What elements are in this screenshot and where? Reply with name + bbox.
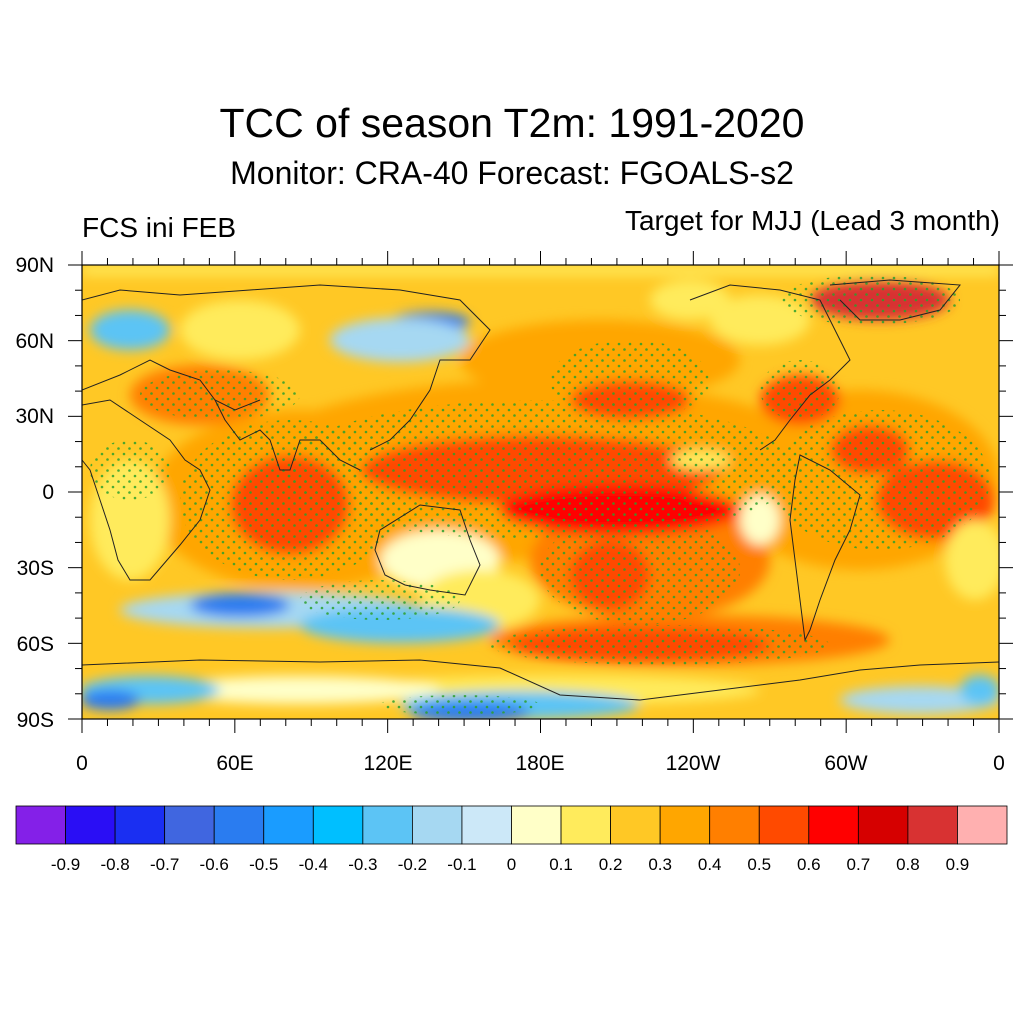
colorbar-label: -0.1 (447, 855, 476, 874)
colorbar-label: 0.6 (797, 855, 821, 874)
lat-label-30n: 30N (15, 405, 54, 428)
colorbar-label: -0.6 (200, 855, 229, 874)
mediterranean-outline (82, 359, 261, 411)
colorbar-swatch (857, 805, 909, 845)
colorbar-label: 0.1 (549, 855, 573, 874)
colorbar-label: 0 (507, 855, 516, 874)
colorbar-swatch (709, 805, 760, 845)
colorbar-swatch (411, 805, 463, 845)
colorbar-swatch (65, 805, 116, 845)
colorbar-label: 0.9 (946, 855, 970, 874)
colorbar-label: 0.5 (747, 855, 771, 874)
colorbar-label: 0.8 (896, 855, 920, 874)
axis-ticks (68, 251, 1013, 733)
colorbar-swatch (659, 805, 711, 845)
colorbar-label: -0.2 (398, 855, 427, 874)
lon-label-180e: 180E (515, 752, 564, 775)
colorbar-label: 0.4 (698, 855, 722, 874)
lat-label-eq: 0 (42, 481, 54, 504)
colorbar-labels: -0.9 -0.8 -0.7 -0.6 -0.5 -0.4 -0.3 -0.2 -0.1 0 0.1… (51, 855, 969, 874)
lat-labels: 90N 60N 30N 0 30S 60S 90S (15, 254, 54, 732)
colorbar (15, 805, 1008, 845)
lon-label-120e: 120E (363, 752, 412, 775)
colorbar-swatch (461, 805, 512, 845)
colorbar-label: 0.3 (648, 855, 672, 874)
colorbar-swatch (312, 805, 364, 845)
colorbar-label: -0.4 (299, 855, 328, 874)
coastlines (82, 279, 999, 701)
colorbar-label: -0.9 (51, 855, 80, 874)
colorbar-swatch (15, 805, 66, 845)
lat-label-90s: 90S (17, 709, 54, 732)
plot-title: TCC of season T2m: 1991-2020 (219, 100, 805, 146)
colorbar-swatch (164, 805, 215, 845)
north-america-outline (689, 284, 851, 451)
colorbar-label: 0.2 (599, 855, 623, 874)
colorbar-swatch (362, 805, 413, 845)
colorbar-swatch (907, 805, 958, 845)
colorbar-swatch (560, 805, 611, 845)
lat-label-60s: 60S (17, 633, 54, 656)
plot-subtitle: Monitor: CRA-40 Forecast: FGOALS-s2 (230, 155, 794, 191)
colorbar-swatch (213, 805, 265, 845)
lon-label-0: 0 (76, 752, 88, 775)
correlation-field (82, 265, 999, 719)
eurasia-north-outline (82, 284, 491, 451)
colorbar-swatch (263, 805, 314, 845)
lon-labels: 0 60E 120E 180E 120W 60W 0 (76, 752, 1005, 775)
colorbar-label: -0.5 (249, 855, 278, 874)
colorbar-swatch (758, 805, 810, 845)
australia-outline (374, 504, 481, 596)
colorbar-swatch (957, 805, 1008, 845)
left-string: FCS ini FEB (82, 212, 237, 243)
right-string: Target for MJJ (Lead 3 month) (624, 205, 1000, 236)
colorbar-label: -0.3 (348, 855, 377, 874)
lon-label-60e: 60E (216, 752, 253, 775)
colorbar-swatch (511, 805, 562, 845)
south-asia-outline (214, 399, 361, 471)
lon-label-0-east: 0 (993, 752, 1005, 775)
colorbar-swatch (808, 805, 859, 845)
lon-label-120w: 120W (666, 752, 721, 775)
lat-label-30s: 30S (17, 557, 54, 580)
colorbar-swatch (610, 805, 661, 845)
antarctica-outline (82, 659, 999, 701)
stippling (90, 275, 990, 715)
lon-label-60w: 60W (824, 752, 867, 775)
colorbar-label: -0.7 (150, 855, 179, 874)
africa-outline (82, 399, 211, 581)
colorbar-label: 0.7 (847, 855, 871, 874)
greenland-outline (829, 279, 961, 321)
lat-label-90n: 90N (15, 254, 54, 277)
lat-label-60n: 60N (15, 330, 54, 353)
colorbar-swatch (114, 805, 166, 845)
south-america-outline (789, 454, 861, 642)
colorbar-label: -0.8 (100, 855, 129, 874)
